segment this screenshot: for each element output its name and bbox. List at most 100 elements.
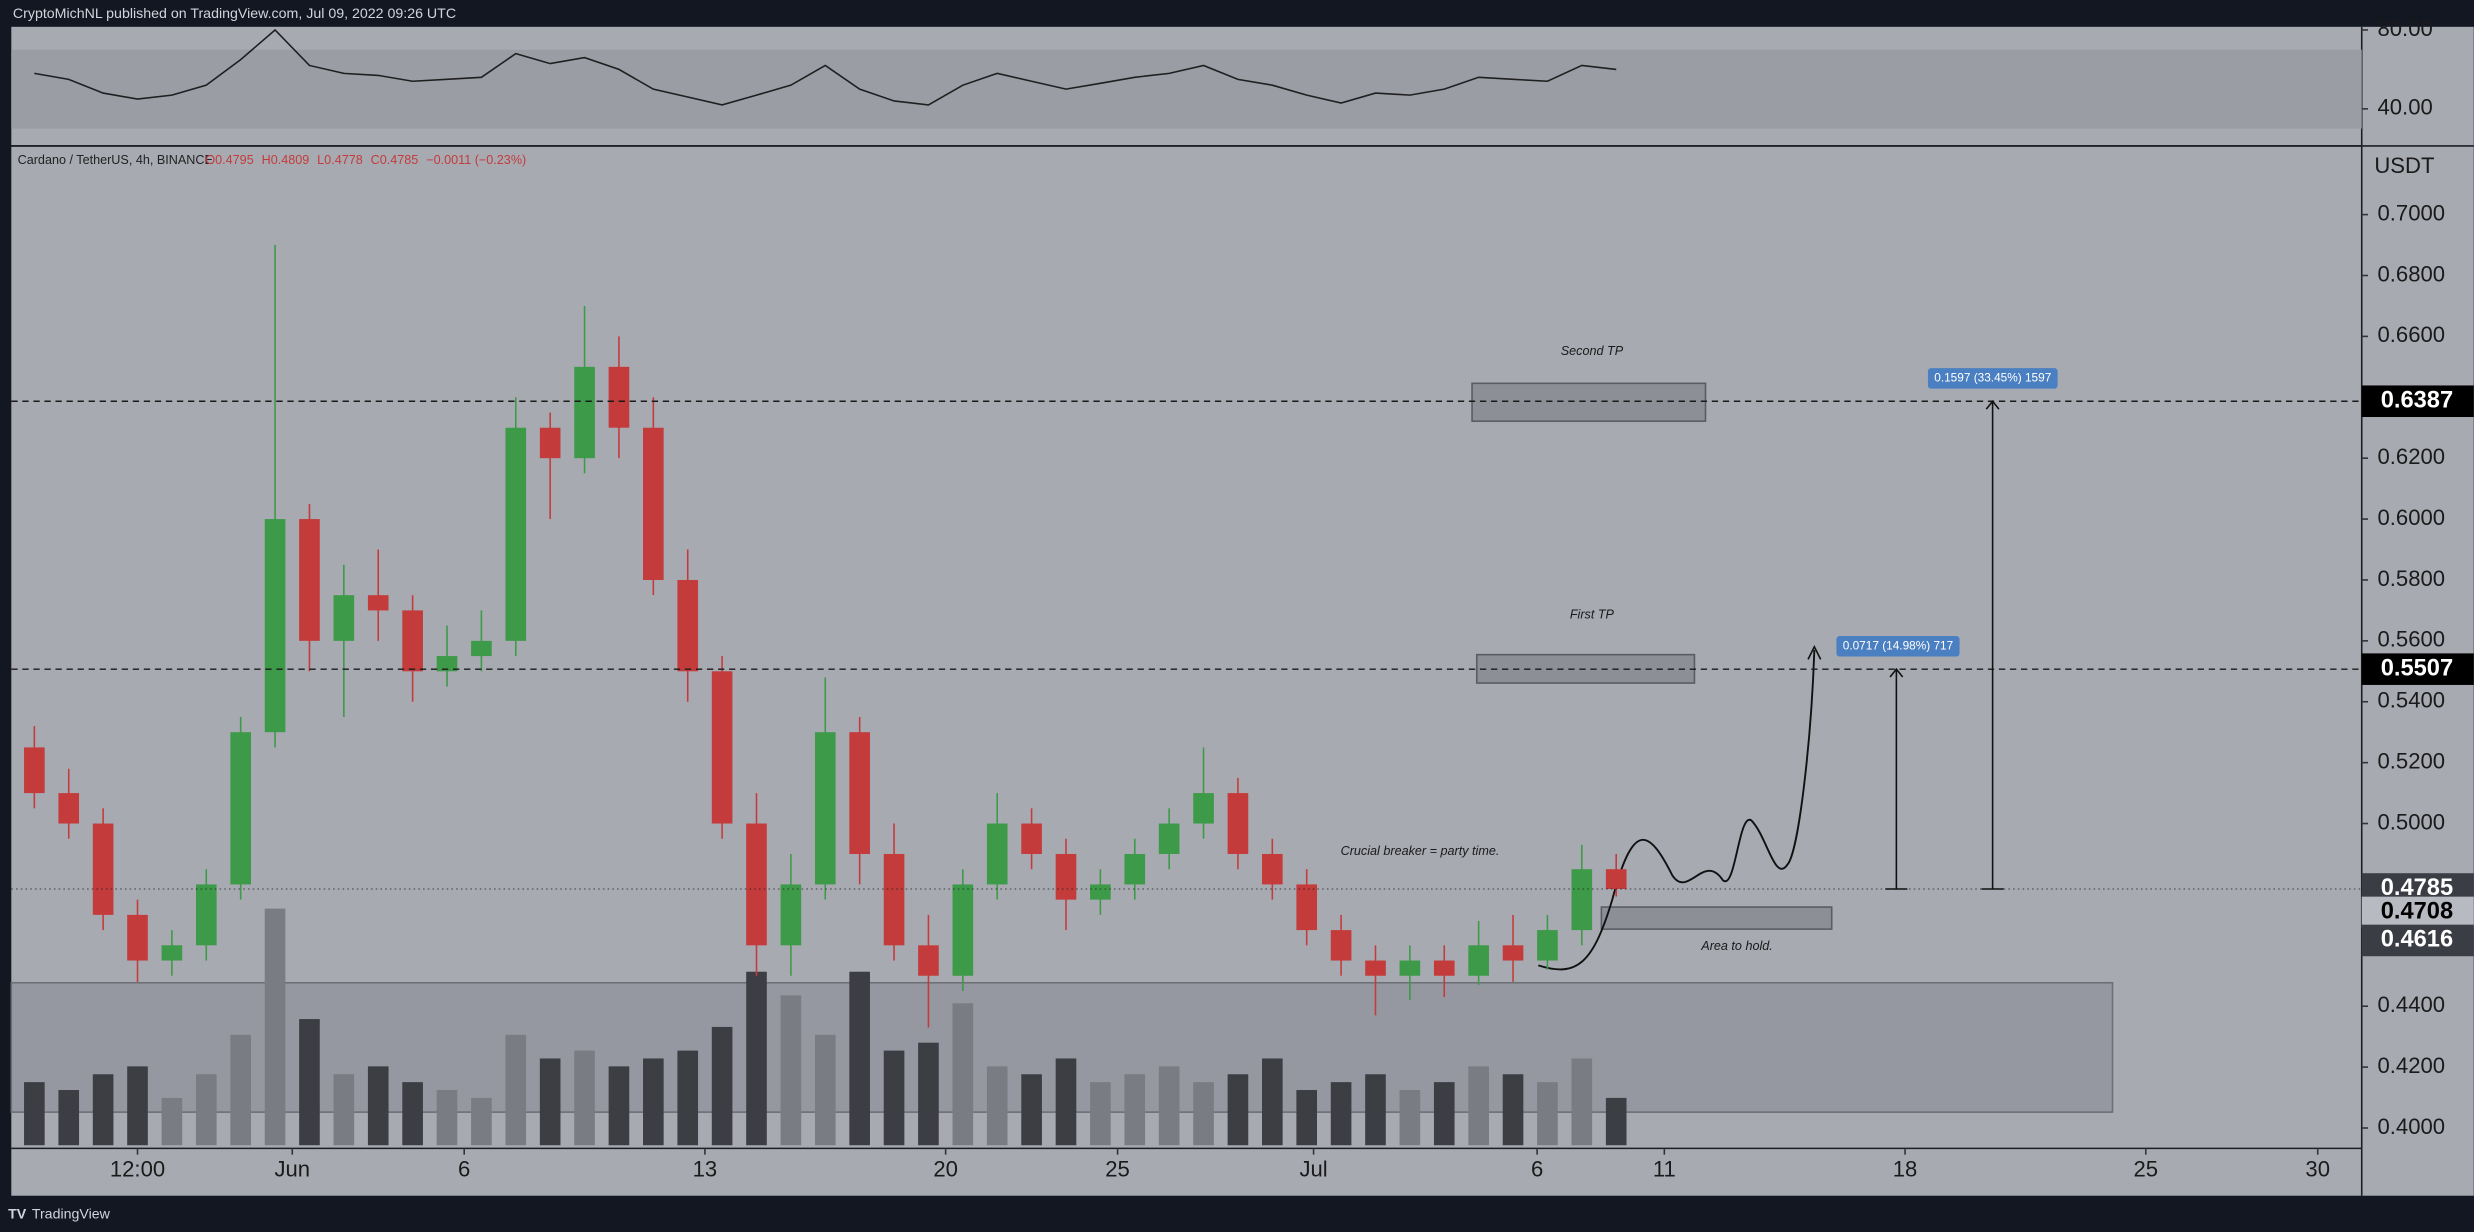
volume-bar — [1055, 1058, 1077, 1146]
volume-bar — [367, 1066, 389, 1146]
rsi-band — [11, 49, 2362, 129]
candle-body — [1021, 823, 1042, 854]
annotation: Crucial breaker = party time. — [1341, 844, 1500, 858]
y-tick-label: 0.5400 — [2378, 688, 2446, 713]
candle-body — [195, 884, 217, 946]
candle-body — [1262, 853, 1283, 885]
candle-body — [1605, 869, 1627, 889]
brand: TradingView — [32, 1206, 111, 1222]
arrow-head — [1807, 644, 1822, 660]
candle-body — [127, 914, 148, 961]
rsi-tick-label: 40.00 — [2378, 95, 2433, 120]
volume-bar — [161, 1097, 183, 1146]
x-tick-label: 18 — [1893, 1156, 1918, 1181]
price-label: 0.4616 — [2381, 927, 2453, 953]
y-tick-label: 0.4400 — [2378, 992, 2446, 1017]
candle-body — [1571, 869, 1593, 931]
x-tick-label: 11 — [1653, 1156, 1676, 1181]
candle-body — [1227, 793, 1249, 854]
volume-bar — [574, 1050, 595, 1146]
hold-box — [1600, 906, 1833, 930]
rsi-line — [34, 28, 1617, 106]
measure-label-box — [1927, 368, 2058, 389]
candle-body — [264, 519, 286, 733]
x-tick-label: Jun — [274, 1156, 310, 1181]
candle-body — [1468, 945, 1489, 976]
price-label-box — [2361, 385, 2474, 418]
measure-label: 0.1597 (33.45%) 1597 — [1934, 370, 2051, 384]
measure-label: 0.0717 (14.98%) 717 — [1843, 638, 1953, 652]
volume-bar — [471, 1097, 492, 1146]
y-tick-label: 0.4000 — [2378, 1114, 2446, 1139]
volume-bar — [1571, 1058, 1593, 1146]
candle-body — [1158, 823, 1180, 854]
x-tick-label: 25 — [2133, 1156, 2158, 1181]
candle-body — [1193, 793, 1214, 824]
measure-arrow — [1985, 399, 2000, 410]
x-tick-label: 6 — [1531, 1156, 1543, 1181]
price-label: 0.4708 — [2381, 899, 2453, 925]
volume-bar — [746, 971, 767, 1146]
volume-bar — [264, 908, 286, 1146]
y-tick-label: 0.5600 — [2378, 627, 2446, 652]
candle-body — [574, 366, 595, 459]
y-tick-label: 0.4200 — [2378, 1053, 2446, 1078]
second-tp-box — [1471, 382, 1707, 422]
candle-body — [1090, 884, 1111, 900]
candle-body — [918, 945, 939, 976]
volume-bar — [986, 1066, 1008, 1146]
candle-body — [333, 595, 355, 641]
candle-body — [1399, 960, 1421, 976]
volume-bar — [1330, 1082, 1352, 1146]
volume-bar — [58, 1090, 80, 1146]
volume-bar — [436, 1090, 458, 1146]
y-tick-label: 0.5800 — [2378, 566, 2446, 591]
annotation: Second TP — [1561, 344, 1624, 358]
volume-bar — [195, 1074, 217, 1146]
price-axis — [2361, 26, 2474, 1196]
candle-body — [677, 579, 699, 672]
ohlc-value: C0.4785 — [371, 153, 419, 167]
candle-body — [1502, 945, 1524, 961]
symbol-legend: Cardano / TetherUS, 4h, BINANCE — [18, 153, 213, 167]
rsi-tick-label: 80.00 — [2378, 16, 2433, 41]
volume-bar — [127, 1066, 148, 1146]
y-tick-label: 0.7000 — [2378, 200, 2446, 225]
y-tick-label: 0.5000 — [2378, 809, 2446, 834]
annotation: Area to hold. — [1700, 939, 1773, 953]
volume-bar — [230, 1034, 251, 1146]
ohlc-value: O0.4795 — [205, 153, 253, 167]
candle-body — [746, 823, 767, 946]
y-tick-label: 0.6600 — [2378, 322, 2446, 347]
volume-bar — [1433, 1082, 1455, 1146]
y-tick-label: 0.5200 — [2378, 748, 2446, 773]
volume-bar — [92, 1074, 114, 1146]
volume-bar — [402, 1082, 423, 1146]
candle-body — [1055, 853, 1077, 900]
volume-bar — [1296, 1090, 1318, 1146]
y-axis-label: USDT — [2374, 153, 2434, 178]
volume-bar — [608, 1066, 630, 1146]
volume-bar — [918, 1042, 939, 1146]
x-tick-label: Jul — [1299, 1156, 1327, 1181]
volume-bar — [1502, 1074, 1524, 1146]
ohlc-value: −0.0011 (−0.23%) — [426, 153, 526, 167]
time-axis — [11, 1148, 2362, 1196]
volume-bar — [333, 1074, 355, 1146]
author-line: CryptoMichNL published on TradingView.co… — [13, 6, 456, 22]
volume-bar — [505, 1034, 527, 1146]
candle-body — [608, 366, 630, 428]
volume-bar — [711, 1026, 733, 1146]
ohlc-value: H0.4809 — [262, 153, 310, 167]
candle-body — [92, 823, 114, 915]
volume-bar — [1090, 1082, 1111, 1146]
y-tick-label: 0.6200 — [2378, 444, 2446, 469]
candle-body — [986, 823, 1008, 885]
x-tick-label: 30 — [2305, 1156, 2330, 1181]
volume-bar — [539, 1058, 561, 1146]
candle-body — [436, 656, 458, 672]
volume-bar — [1227, 1074, 1249, 1146]
price-label-box — [2361, 924, 2474, 957]
ohlc-value: L0.4778 — [317, 153, 363, 167]
annotation: First TP — [1570, 608, 1615, 622]
